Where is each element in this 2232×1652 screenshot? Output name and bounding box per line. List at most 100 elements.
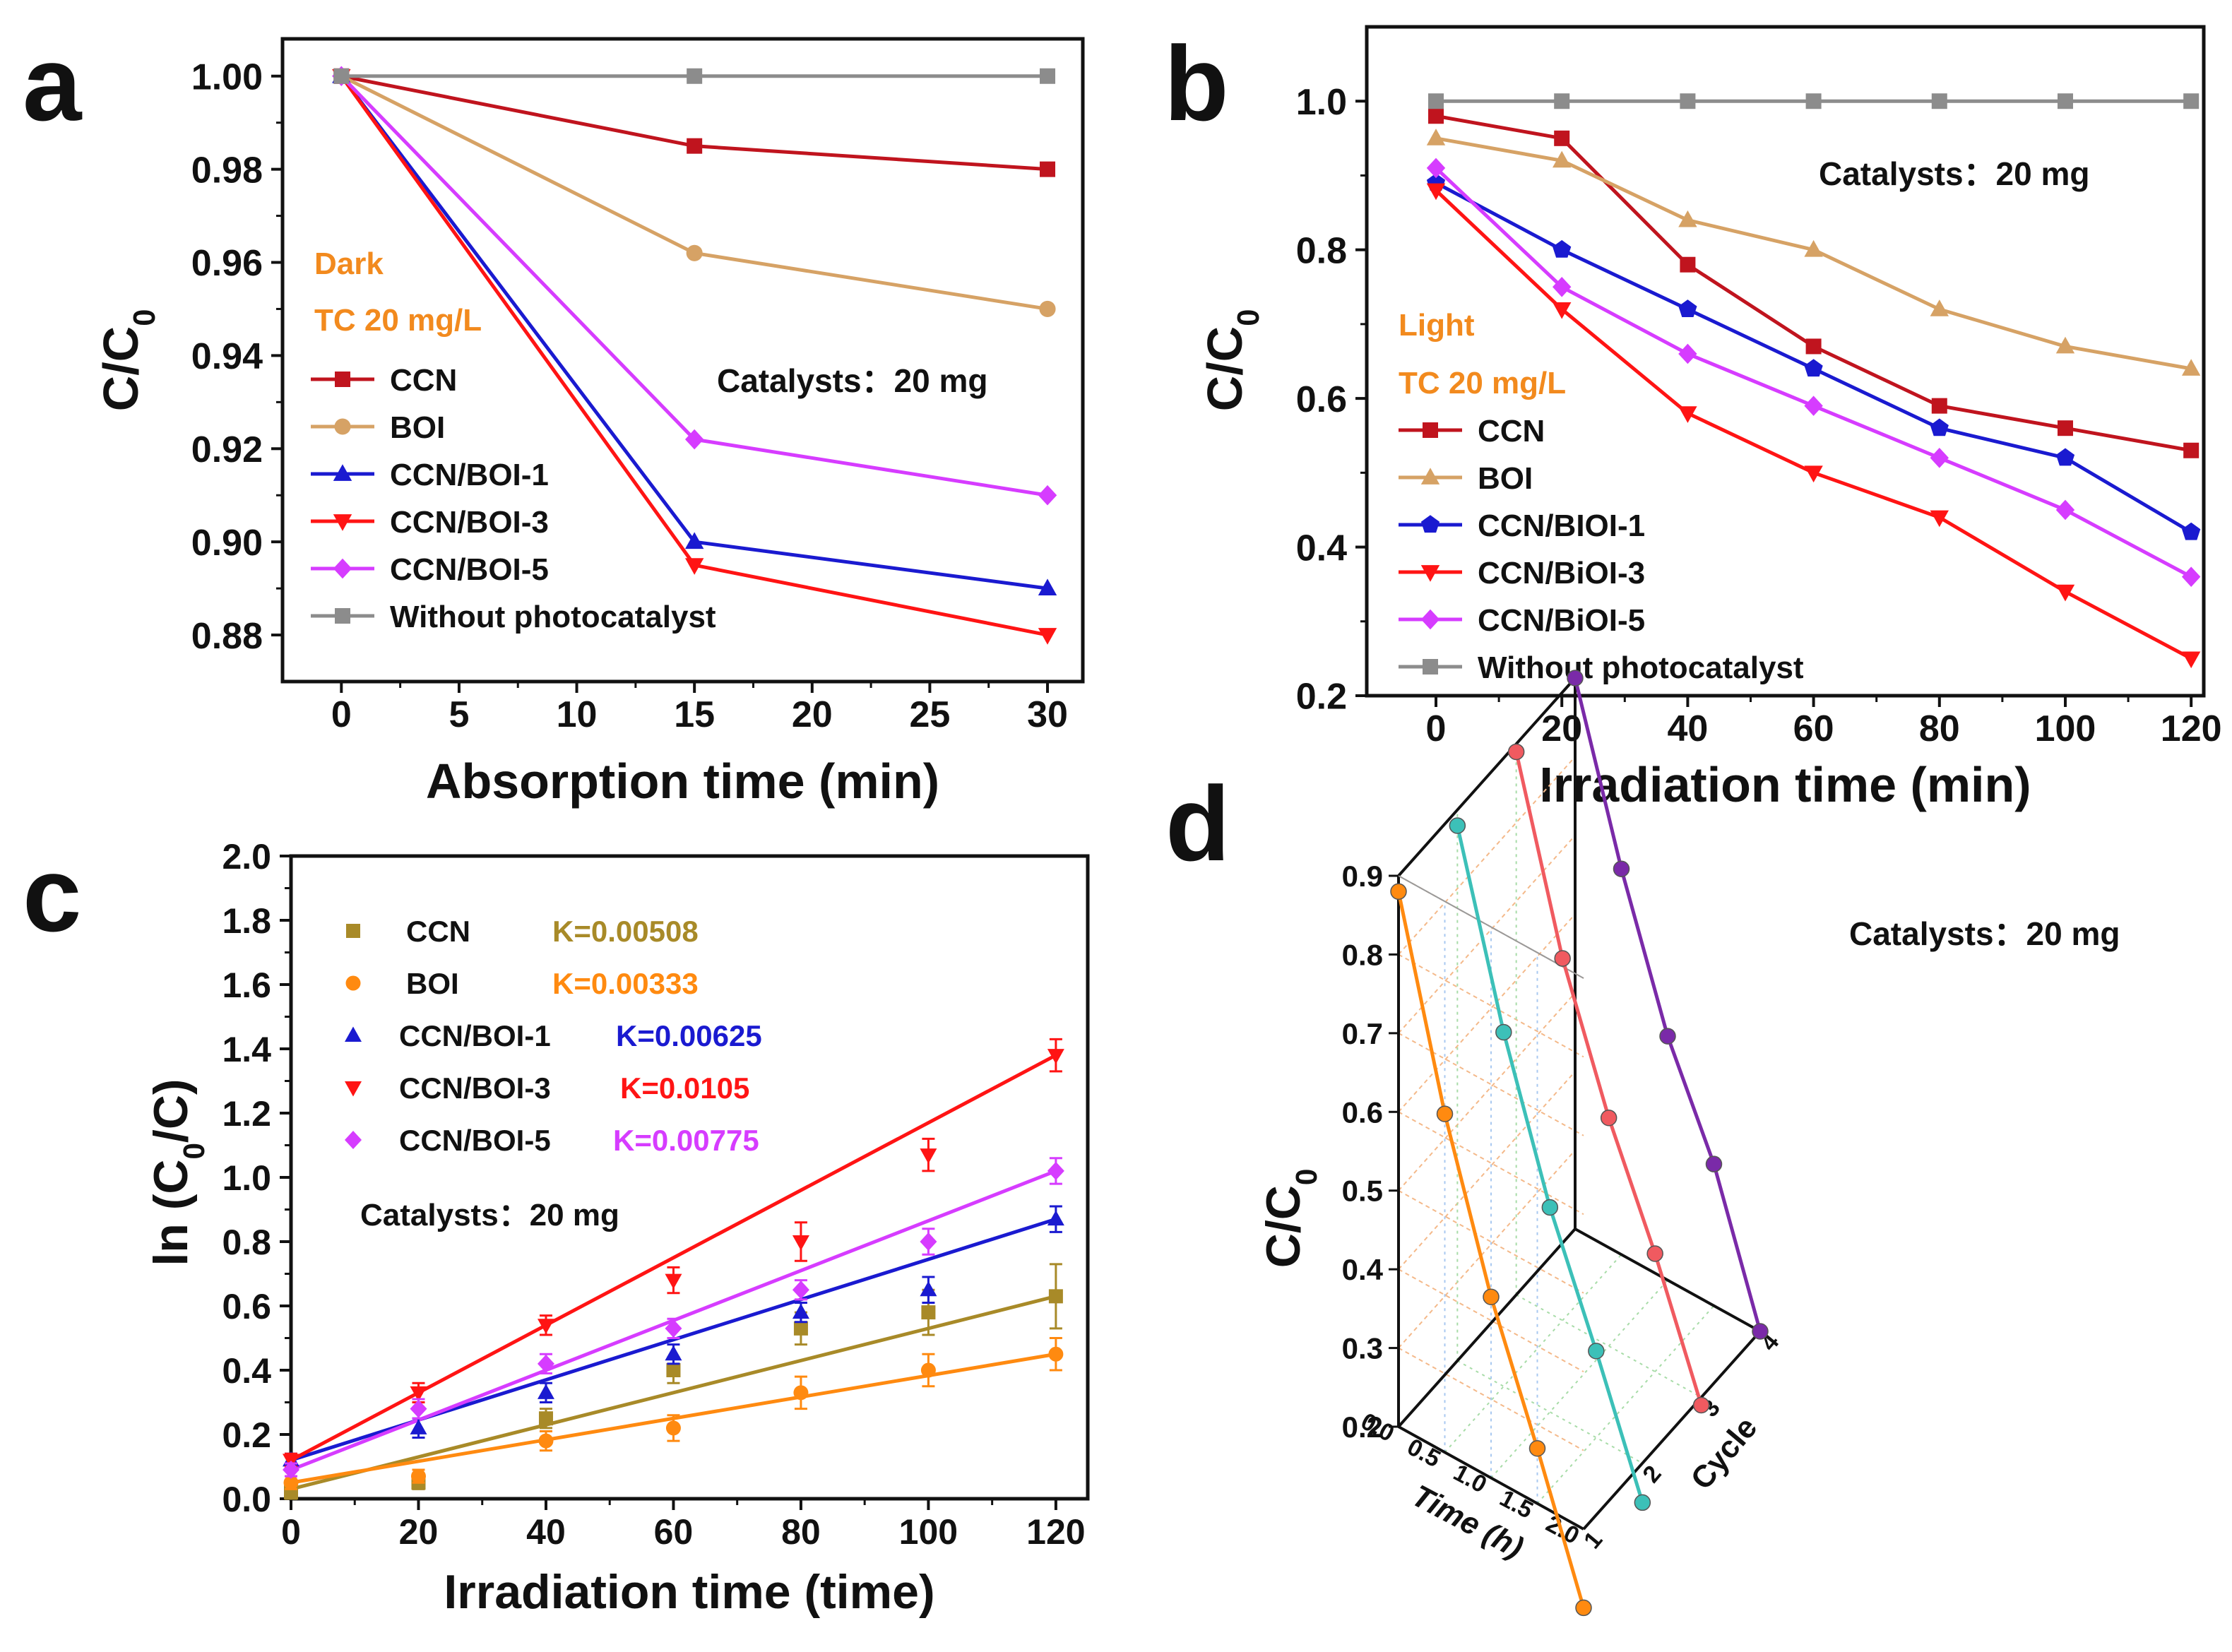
legend-marker	[346, 924, 360, 938]
data-point	[2055, 336, 2075, 354]
x-tick-label: 10	[557, 694, 598, 735]
legend-entry: CCN/BIOI-1	[1399, 509, 1645, 543]
data-point	[1553, 239, 1572, 258]
x-tick-label: 120	[1026, 1512, 1085, 1552]
data-point	[684, 558, 704, 575]
data-point	[1804, 465, 1823, 483]
data-point	[538, 1411, 553, 1426]
data-point	[1930, 510, 1949, 528]
legend-entry: CCN/BOI-5 K=0.00775	[345, 1124, 759, 1157]
data-point	[1930, 418, 1949, 436]
legend-entry: CCN/BOI-3	[311, 505, 549, 540]
data-point	[1541, 1199, 1559, 1216]
legend-entry: CCN	[311, 363, 457, 398]
data-point	[1613, 860, 1630, 877]
y-tick-label: 1.0	[1296, 82, 1347, 123]
data-point	[1507, 743, 1525, 761]
data-point	[2181, 359, 2201, 376]
legend-entry: Without photocatalyst	[311, 600, 716, 634]
series-cycle-3	[1507, 743, 1710, 1414]
side-wall-gridline	[1398, 1032, 1584, 1136]
y-tick-label: 2.0	[222, 837, 271, 876]
data-point	[1678, 210, 1697, 227]
legend-label: CCN	[390, 363, 457, 398]
legend-marker	[334, 418, 351, 435]
legend-entry: BOI	[1399, 461, 1533, 496]
legend-marker	[1423, 422, 1438, 438]
data-point	[920, 1232, 937, 1251]
data-point	[1634, 1494, 1651, 1511]
plot-frame	[289, 854, 1090, 1501]
panel-label: c	[23, 835, 81, 953]
floor-gridline	[1444, 1254, 1622, 1453]
y-tick-label: 0.96	[191, 243, 263, 284]
data-point	[687, 68, 703, 84]
data-point	[1931, 398, 1947, 414]
series-line	[1514, 751, 1704, 1406]
legend-label: CCN/BOI-1	[399, 1019, 551, 1052]
annotation-catalysts: Catalysts：20 mg	[1849, 915, 2120, 952]
back-wall-gridline	[1398, 1071, 1576, 1270]
legend-label: CCN/BOI-5	[390, 552, 549, 587]
data-point	[1428, 108, 1444, 124]
data-point	[1805, 93, 1822, 109]
y-tick-label: 0.88	[191, 616, 263, 657]
plot-frame	[280, 37, 1085, 684]
y-tick-label: 0.8	[1296, 230, 1347, 271]
series-line	[1455, 825, 1644, 1504]
annotation-concentration: TC 20 mg/L	[314, 303, 482, 338]
z-tick-label: 0.2	[1342, 1410, 1383, 1444]
x-tick-label: 0	[1426, 708, 1447, 749]
data-point	[793, 1321, 808, 1336]
data-point	[2183, 442, 2200, 458]
data-point	[1600, 1109, 1617, 1127]
axis-box-edge	[1397, 1228, 1577, 1428]
y-axis-label: C/C0	[1197, 309, 1266, 412]
panel-label: a	[23, 24, 83, 143]
axis-box-edge	[1397, 677, 1577, 877]
data-point	[2055, 499, 2075, 521]
x-axis-label: Absorption time (min)	[426, 754, 939, 809]
data-point	[1575, 1599, 1592, 1617]
legend-label: CCN	[1478, 414, 1545, 448]
data-point	[537, 1354, 554, 1373]
legend-entry: CCN/BiOI-3	[1399, 556, 1645, 590]
y-tick-label: 1.00	[191, 57, 263, 97]
legend-marker	[345, 1131, 362, 1149]
data-point	[665, 1273, 682, 1290]
legend-marker	[1420, 515, 1440, 533]
data-point	[1678, 299, 1697, 317]
legend-marker	[1420, 468, 1440, 485]
back-wall-gridline	[1398, 1149, 1576, 1349]
data-point	[1436, 1105, 1454, 1122]
data-point	[1554, 130, 1570, 146]
data-point	[1047, 1161, 1064, 1180]
legend-entry: CCN/BOI-1 K=0.00625	[345, 1019, 762, 1052]
data-point	[333, 68, 350, 84]
floor-gridline	[1536, 1305, 1715, 1504]
data-point	[1931, 93, 1947, 109]
data-point	[666, 1363, 681, 1377]
legend-label: CCN/BOI-1	[390, 458, 549, 492]
y-tick-label: 1.8	[222, 901, 271, 941]
plot-frame	[1365, 25, 2206, 698]
data-point	[1038, 578, 1057, 596]
data-point	[1040, 68, 1056, 84]
data-point	[793, 1385, 809, 1401]
y-tick-label: 0.0	[222, 1480, 271, 1519]
y-tick-label: 1.2	[222, 1094, 271, 1134]
legend-label: Without photocatalyst	[1478, 650, 1804, 685]
data-point	[410, 1399, 427, 1418]
panel-c: 0 20 40 60 80 100 120 0.0 0.2 0.4 0.6 0.8 1.0 1.2 1.4 1…	[23, 835, 1090, 1619]
data-point	[921, 1305, 936, 1320]
x-tick-label: 40	[1667, 708, 1708, 749]
data-point	[1426, 129, 1446, 145]
y-tick-label: 0.90	[191, 523, 263, 564]
data-point	[1048, 1289, 1063, 1304]
panel-b: 0 20 40 60 80 100 1200.20.40.60.81.0Irradiatio…	[1164, 24, 2222, 812]
legend-entry: CCN	[1399, 414, 1545, 448]
data-point	[1048, 1346, 1064, 1362]
series-ccn-bioi-1	[1426, 173, 2201, 540]
z-tick-label: 0.5	[1342, 1175, 1383, 1208]
